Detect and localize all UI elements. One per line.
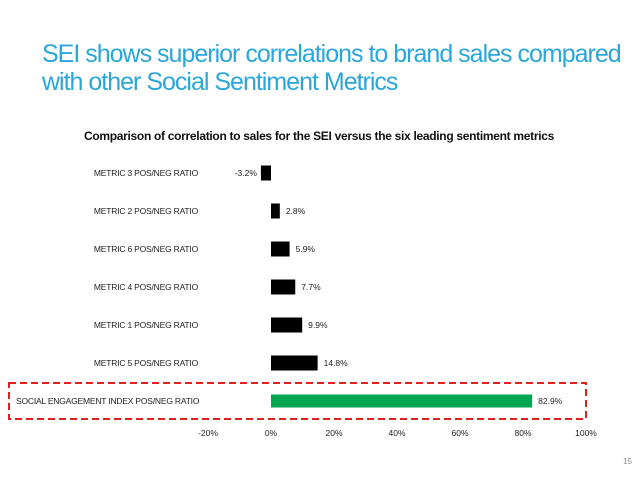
chart-title: Comparison of correlation to sales for t… — [83, 129, 555, 143]
x-tick-label: 40% — [388, 428, 405, 438]
category-label: METRIC 4 POS/NEG RATIO — [94, 282, 199, 292]
x-tick-label: 80% — [514, 428, 531, 438]
slide-title: SEI shows superior correlations to brand… — [42, 40, 622, 96]
data-label: 5.9% — [296, 244, 316, 254]
bar — [271, 279, 296, 295]
bar-highlight — [271, 394, 533, 408]
data-label: -3.2% — [235, 168, 258, 178]
data-label: 82.9% — [538, 396, 563, 406]
category-label: METRIC 1 POS/NEG RATIO — [94, 320, 199, 330]
x-tick-label: 100% — [575, 428, 597, 438]
data-label: 7.7% — [301, 282, 321, 292]
category-label: METRIC 5 POS/NEG RATIO — [94, 358, 199, 368]
category-label: METRIC 2 POS/NEG RATIO — [94, 206, 199, 216]
page-number: 15 — [623, 457, 632, 466]
highlight-box — [8, 382, 587, 420]
category-label: METRIC 3 POS/NEG RATIO — [94, 168, 199, 178]
category-label: METRIC 6 POS/NEG RATIO — [94, 244, 199, 254]
bar — [260, 165, 271, 181]
category-label: SOCIAL ENGAGEMENT INDEX POS/NEG RATIO — [16, 396, 200, 406]
data-label: 14.8% — [324, 358, 349, 368]
data-label: 9.9% — [308, 320, 328, 330]
data-label: 2.8% — [286, 206, 306, 216]
x-tick-label: 20% — [325, 428, 342, 438]
bar — [271, 241, 290, 257]
x-tick-label: 0% — [265, 428, 278, 438]
x-tick-label: 60% — [451, 428, 468, 438]
bar — [271, 355, 318, 371]
x-tick-label: -20% — [198, 428, 218, 438]
bar — [271, 203, 280, 219]
bar — [271, 317, 303, 333]
